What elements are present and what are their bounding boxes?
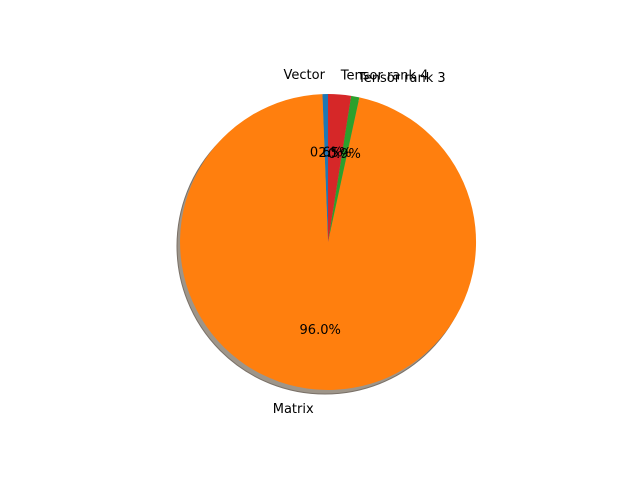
slice-label-tensor-rank-4: Tensor rank 4	[340, 69, 429, 84]
pie-slice-matrix	[180, 94, 477, 391]
slice-percent-vector: 0.6%	[310, 146, 343, 161]
slice-label-matrix: Matrix	[273, 402, 314, 417]
pie-labels: Vector 0.6% Matrix 96.0% Tensor rank 3 0.9% Te…	[273, 68, 446, 417]
slice-label-tensor-rank-3: Tensor rank 3	[357, 71, 446, 86]
slice-percent-matrix: 96.0%	[300, 323, 341, 338]
slice-percent-tensor-rank-4: 2.5%	[318, 146, 351, 161]
pie-wedges	[180, 94, 477, 391]
pie-slice-tensor-rank-3	[328, 95, 360, 242]
slice-label-vector: Vector	[283, 68, 325, 83]
slice-percent-tensor-rank-3: 0.9%	[328, 147, 361, 162]
pie-slice-tensor-rank-4	[328, 94, 352, 242]
pie-slice-vector	[322, 94, 328, 242]
